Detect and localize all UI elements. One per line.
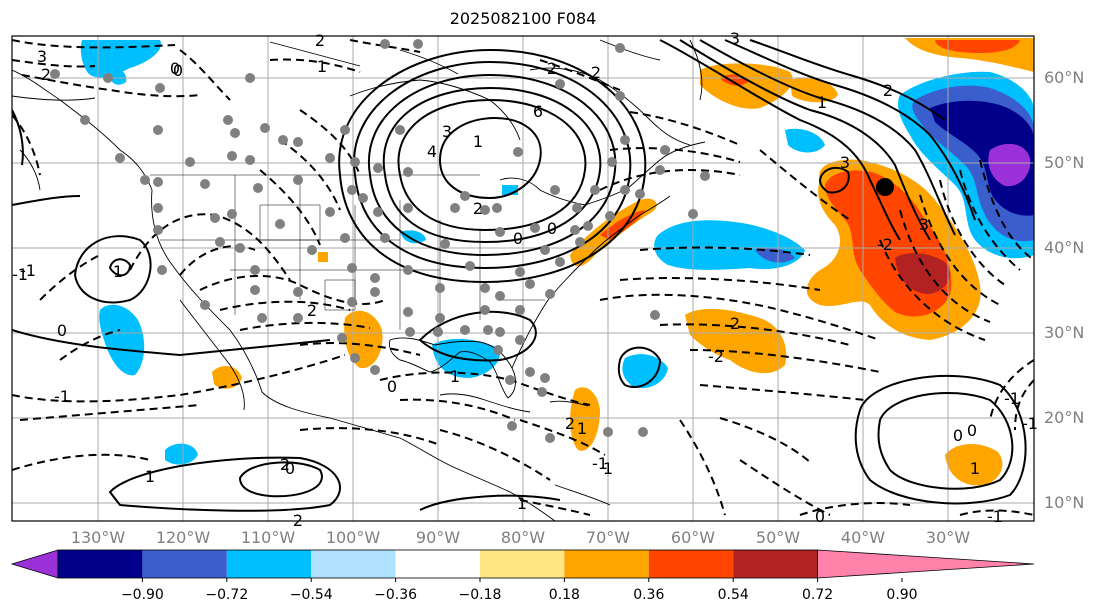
graticule	[12, 36, 1034, 521]
colorbar-segment	[395, 550, 480, 578]
contour-label: 3	[37, 47, 47, 66]
lon-label: 60°W	[670, 528, 716, 547]
contour-label: 1	[603, 459, 613, 478]
contour-label: 0	[815, 507, 825, 526]
contour-label: -1	[592, 454, 608, 473]
contour-label: 2	[315, 31, 325, 50]
lon-label: 30°W	[925, 528, 971, 547]
contour-label: 1	[450, 367, 460, 386]
contour-label: 3	[919, 215, 929, 234]
contour-label: 0	[170, 59, 180, 78]
contour-label: 2	[280, 455, 290, 474]
figure-title: 2025082100 F084	[449, 9, 597, 28]
contour-label: 2	[730, 314, 740, 333]
contour-label: 1	[517, 494, 527, 513]
contour-label: 1	[970, 459, 980, 478]
lon-label: 120°W	[155, 528, 211, 547]
contour-label: 1	[113, 262, 123, 281]
contour-label: -1	[1004, 389, 1020, 408]
state-borders	[150, 174, 545, 330]
lon-label: 80°W	[500, 528, 546, 547]
contours-negative	[12, 39, 1034, 516]
contour-label: 1	[145, 467, 155, 486]
contour-label: 2	[473, 199, 483, 218]
colorbar	[10, 549, 1035, 582]
contour-label: 0	[387, 377, 397, 396]
contour-label: 1	[817, 93, 827, 112]
lon-label: 110°W	[240, 528, 296, 547]
colorbar-tick-label: −0.90	[120, 587, 164, 603]
colorbar-segment	[648, 550, 734, 578]
colorbar-low-arrow	[10, 549, 59, 579]
contour-label: 1	[317, 57, 327, 76]
contour-label: 2	[883, 81, 893, 100]
lon-label: 50°W	[755, 528, 801, 547]
contour-label: 0	[173, 61, 183, 80]
colorbar-segment	[226, 550, 312, 578]
lon-label: 40°W	[840, 528, 886, 547]
lat-label: 30°N	[1044, 323, 1085, 342]
lon-label: 130°W	[70, 528, 126, 547]
colorbar-tick-label: −0.18	[458, 587, 502, 603]
contour-label: 3	[840, 153, 850, 172]
map-frame	[11, 35, 1035, 522]
contour-label: 0	[513, 229, 523, 248]
shading-negative	[80, 40, 1034, 465]
contour-label: 3	[730, 29, 740, 48]
contour-label: 2	[591, 63, 601, 82]
lat-label: 10°N	[1044, 493, 1085, 512]
colorbar-segment	[142, 550, 227, 578]
contour-label: 2	[565, 414, 575, 433]
contour-label: 4	[427, 142, 437, 161]
colorbar-segment	[480, 550, 565, 578]
contour-label: 6	[533, 102, 543, 121]
colorbar-tick-label: −0.54	[289, 587, 333, 603]
lon-label: 100°W	[325, 528, 381, 547]
lat-label: 40°N	[1044, 238, 1085, 257]
contour-label: 0	[285, 459, 295, 478]
contour-label: 1	[577, 419, 587, 438]
contour-label: 2	[41, 65, 51, 84]
colorbar-tick-label: −0.36	[374, 587, 418, 603]
contour-label: 0	[57, 321, 67, 340]
lat-label: 60°N	[1044, 68, 1085, 87]
contour-label: -1	[987, 507, 1003, 526]
lon-label: 90°W	[415, 528, 461, 547]
colorbar-high-arrow	[817, 549, 1035, 579]
colorbar-segment	[58, 550, 143, 578]
colorbar-segment	[564, 550, 649, 578]
lat-label: 50°N	[1044, 153, 1085, 172]
contour-label: 2	[307, 301, 317, 320]
colorbar-tick-label: 0.72	[802, 587, 834, 603]
colorbar-frame	[57, 549, 818, 579]
contour-label: -1	[12, 265, 28, 284]
colorbar-tick-label: 0.36	[633, 587, 665, 603]
station-dots	[50, 39, 710, 443]
contour-label: -1	[1022, 414, 1038, 433]
contour-label: 0	[967, 421, 977, 440]
colorbar-tick-label: 0.54	[717, 587, 749, 603]
contours-positive	[12, 39, 1027, 512]
lat-label: 20°N	[1044, 408, 1085, 427]
cyclone-center-marker	[876, 178, 894, 196]
lon-label: 70°W	[585, 528, 631, 547]
colorbar-tick-label: −0.72	[205, 587, 249, 603]
contour-label: 0	[547, 219, 557, 238]
colorbar-tick-label: 0.18	[548, 587, 580, 603]
contour-label: -2	[708, 347, 724, 366]
contour-label: -2	[877, 235, 893, 254]
colorbar-segment	[733, 550, 818, 578]
contour-label: 2	[547, 59, 557, 78]
colorbar-tick-label: 0.90	[886, 587, 918, 603]
contour-label: -1	[54, 387, 70, 406]
contour-label: 3	[442, 122, 452, 141]
contour-label: 0	[953, 426, 963, 445]
colorbar-segment	[311, 550, 396, 578]
contour-label: -1	[20, 261, 36, 280]
contour-label: 1	[473, 132, 483, 151]
map-area	[12, 36, 1034, 521]
